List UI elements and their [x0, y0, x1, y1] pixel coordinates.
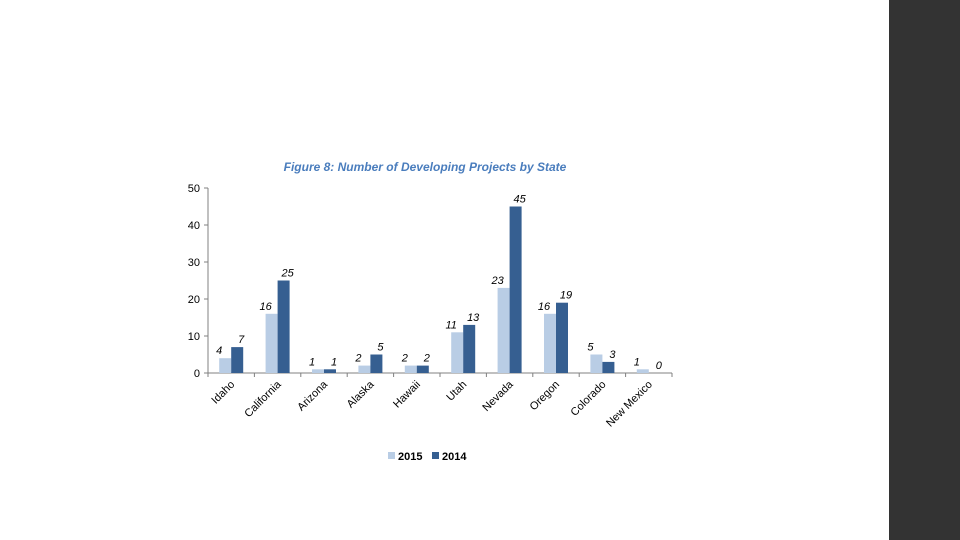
chart-bars	[219, 206, 649, 373]
legend-swatch-2014	[432, 452, 439, 459]
bar-2015-colorado	[590, 354, 603, 373]
x-tick-label: Idaho	[209, 379, 237, 407]
x-tick-label: Nevada	[480, 378, 516, 414]
legend-entry-2014: 2014	[442, 451, 467, 463]
bar-2014-nevada	[509, 206, 522, 373]
y-tick-label: 30	[188, 257, 200, 269]
data-label: 5	[377, 342, 384, 354]
chart-title: Figure 8: Number of Developing Projects …	[284, 160, 567, 174]
data-label: 11	[445, 319, 456, 331]
data-label: 1	[331, 356, 337, 368]
data-label: 23	[490, 275, 504, 287]
bar-2014-alaska	[370, 354, 383, 373]
bar-2014-hawaii	[416, 365, 429, 373]
bar-2015-oregon	[544, 313, 556, 373]
y-tick-label: 10	[188, 331, 200, 343]
x-tick-label: Arizona	[295, 378, 330, 413]
y-tick-label: 50	[188, 183, 200, 195]
x-tick-label: Oregon	[528, 379, 562, 413]
data-label: 1	[309, 356, 315, 368]
y-tick-label: 20	[188, 294, 200, 306]
data-label: 2	[354, 353, 361, 365]
data-label: 1	[634, 356, 640, 368]
data-label: 25	[280, 268, 294, 280]
bar-2015-nevada	[497, 287, 510, 373]
data-label: 16	[259, 301, 272, 313]
data-label: 16	[538, 301, 551, 313]
y-tick-label: 0	[194, 368, 200, 380]
bar-2014-idaho	[231, 347, 244, 373]
bar-2015-california	[265, 313, 278, 373]
bar-2015-idaho	[219, 358, 232, 373]
bar-2015-hawaii	[404, 365, 417, 373]
x-tick-label: Utah	[444, 379, 469, 404]
bar-2014-utah	[463, 324, 476, 373]
data-label: 2	[401, 353, 408, 365]
x-tick-label: Hawaii	[391, 379, 423, 411]
x-tick-label: New Mexico	[604, 379, 655, 430]
data-label: 4	[216, 345, 222, 357]
bar-2014-oregon	[556, 302, 568, 373]
y-tick-label: 40	[188, 220, 200, 232]
bar-2014-arizona	[324, 369, 336, 373]
data-label: 45	[513, 194, 526, 206]
bar-chart: Figure 8: Number of Developing Projects …	[188, 160, 673, 463]
data-label: 3	[609, 349, 616, 361]
bar-2014-colorado	[602, 361, 615, 373]
data-label: 13	[467, 312, 480, 324]
data-label: 5	[587, 342, 594, 354]
legend-swatch-2015	[388, 452, 395, 459]
data-label: 2	[423, 353, 430, 365]
bar-2015-utah	[451, 332, 464, 373]
x-tick-label: Alaska	[345, 378, 377, 410]
bar-2014-california	[277, 280, 290, 373]
bar-2015-new-mexico	[636, 369, 649, 373]
chart-legend: 2015 2014	[388, 451, 467, 463]
x-tick-label: Colorado	[568, 379, 608, 419]
side-bar	[889, 0, 960, 540]
data-label: 0	[656, 360, 663, 372]
data-label: 7	[238, 334, 245, 346]
bar-2015-alaska	[358, 365, 371, 373]
data-label: 19	[560, 290, 572, 302]
legend-entry-2015: 2015	[398, 451, 422, 463]
bar-2015-arizona	[312, 369, 324, 373]
x-tick-label: California	[242, 378, 284, 420]
